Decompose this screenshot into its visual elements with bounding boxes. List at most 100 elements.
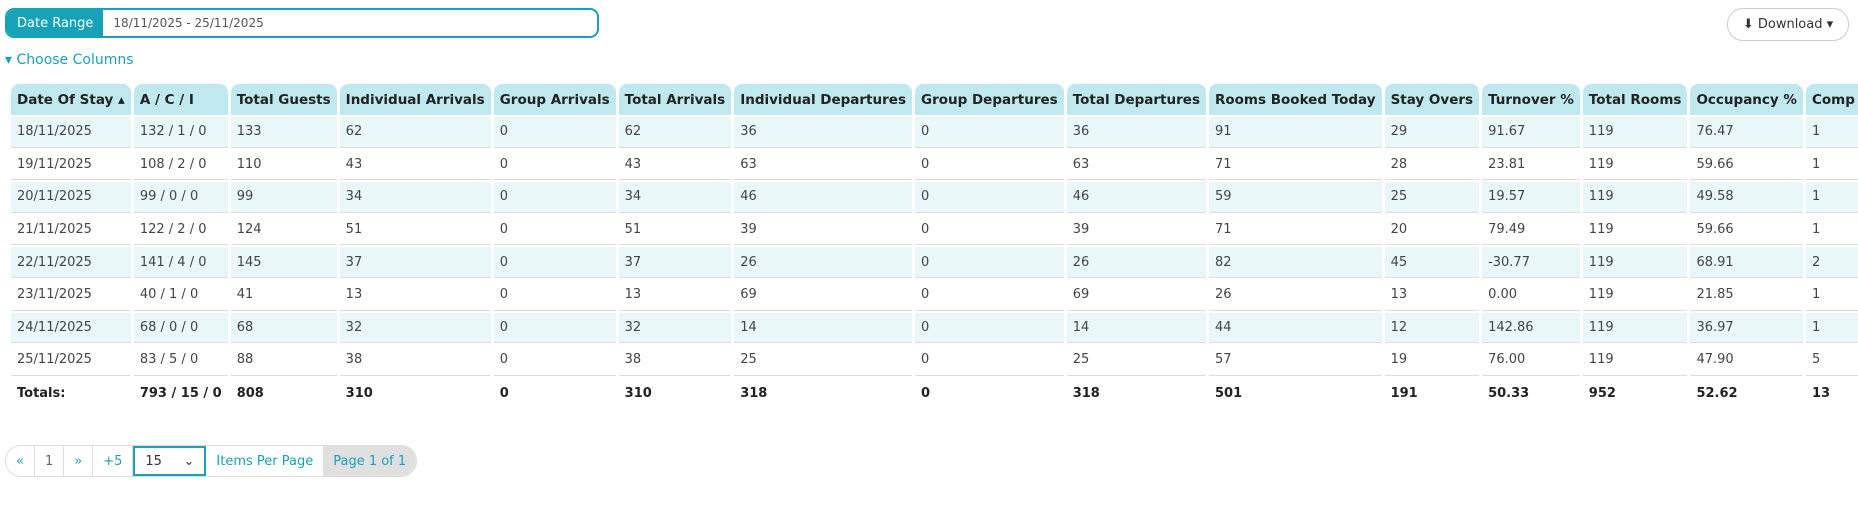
choose-columns-label: Choose Columns	[16, 52, 134, 68]
column-header[interactable]: Individual Arrivals	[339, 84, 491, 115]
table-cell: 69	[1066, 280, 1206, 311]
table-cell: 43	[618, 150, 732, 181]
table-cell: 1	[1805, 215, 1858, 246]
table-cell: 0	[914, 280, 1064, 311]
totals-cell: 793 / 15 / 0	[139, 385, 222, 401]
totals-cell: 952	[1588, 385, 1616, 401]
per-page-value: 15	[145, 453, 162, 469]
table-cell: 119	[1582, 117, 1688, 148]
table-cell: 34	[339, 182, 491, 213]
table-cell: 99 / 0 / 0	[133, 182, 228, 213]
table-cell: 36	[1066, 117, 1206, 148]
date-range-input[interactable]: 18/11/2025 - 25/11/2025	[113, 16, 264, 30]
page-number[interactable]: 1	[35, 446, 65, 476]
table-cell: 62	[618, 117, 732, 148]
table-cell: 68.91	[1690, 247, 1803, 278]
totals-cell: 191	[1390, 385, 1418, 401]
table-row: 19/11/2025 108 / 2 / 0 110 43 0 43 63 0 63 71 28 23…	[11, 150, 1858, 181]
table-cell: 51	[339, 215, 491, 246]
table-cell: 0	[914, 215, 1064, 246]
column-header[interactable]: A / C / I	[133, 84, 228, 115]
column-header[interactable]: Rooms Booked Today	[1208, 84, 1382, 115]
table-row: 24/11/2025 68 / 0 / 0 68 32 0 32 14 0 14 44 12 142.…	[11, 312, 1858, 344]
table-cell: 21/11/2025	[11, 215, 131, 246]
date-range[interactable]: Date Range 18/11/2025 - 25/11/2025	[5, 8, 599, 38]
totals-cell: 310	[345, 385, 373, 401]
table-cell: 18/11/2025	[11, 117, 131, 148]
table-cell: 108 / 2 / 0	[133, 150, 228, 181]
column-header[interactable]: Total Guests	[230, 84, 337, 115]
table-cell: 119	[1582, 280, 1688, 311]
table-cell: 41	[230, 280, 337, 311]
table-cell: 91.67	[1482, 117, 1580, 148]
per-page-select[interactable]: 15 ⌄	[133, 446, 207, 476]
table-cell: 69	[734, 280, 912, 311]
choose-columns[interactable]: ▾ Choose Columns	[5, 52, 134, 68]
table-cell: 0	[914, 312, 1064, 344]
next-page[interactable]: »	[64, 446, 94, 476]
column-header[interactable]: Stay Overs	[1384, 84, 1480, 115]
column-header[interactable]: Date Of Stay ▴	[11, 84, 131, 115]
sort-icon: ▴	[113, 91, 125, 108]
table-cell: 1	[1805, 280, 1858, 311]
table-cell: 19	[1384, 345, 1480, 376]
first-page[interactable]: «	[6, 446, 35, 476]
table-cell: 13	[1384, 280, 1480, 311]
table-cell: 62	[339, 117, 491, 148]
table-cell: 36.97	[1690, 312, 1803, 344]
column-header[interactable]: Occupancy %	[1690, 84, 1803, 115]
table-cell: 47.90	[1690, 345, 1803, 376]
totals-cell: 50.33	[1488, 385, 1530, 401]
table-cell: 119	[1582, 247, 1688, 278]
table-cell: 19/11/2025	[11, 150, 131, 181]
table-cell: 76.00	[1482, 345, 1580, 376]
totals-row: Totals: 793 / 15 / 0 808 310 0 310 318 0 318 501 1…	[11, 378, 1858, 409]
table-cell: 43	[339, 150, 491, 181]
table-cell: 0	[493, 312, 616, 344]
table-cell: 0	[493, 150, 616, 181]
table-cell: 0	[914, 117, 1064, 148]
column-header[interactable]: Individual Departures	[734, 84, 912, 115]
table-row: 20/11/2025 99 / 0 / 0 99 34 0 34 46 0 46 59 25 19.5…	[11, 182, 1858, 213]
column-header[interactable]: Turnover %	[1482, 84, 1580, 115]
table-cell: 0	[493, 182, 616, 213]
table-cell: 1	[1805, 150, 1858, 181]
table-cell: 132 / 1 / 0	[133, 117, 228, 148]
column-header[interactable]: Comp Rooms	[1805, 84, 1858, 115]
table-cell: 20/11/2025	[11, 182, 131, 213]
table-cell: 68 / 0 / 0	[133, 312, 228, 344]
table-cell: 46	[1066, 182, 1206, 213]
table-cell: 141 / 4 / 0	[133, 247, 228, 278]
column-header[interactable]: Group Departures	[914, 84, 1064, 115]
table-cell: 119	[1582, 345, 1688, 376]
table-cell: 25	[1384, 182, 1480, 213]
table-row: 18/11/2025 132 / 1 / 0 133 62 0 62 36 0 36 91 29 91…	[11, 117, 1858, 148]
date-range-label: Date Range	[7, 10, 104, 36]
table-cell: 145	[230, 247, 337, 278]
table-cell: 1	[1805, 182, 1858, 213]
table-cell: 5	[1805, 345, 1858, 376]
totals-cell: 0	[920, 385, 931, 401]
table-cell: 25	[734, 345, 912, 376]
plus-five[interactable]: +5	[93, 446, 134, 476]
column-header[interactable]: Total Arrivals	[618, 84, 732, 115]
column-header[interactable]: Total Rooms	[1582, 84, 1688, 115]
table-cell: 51	[618, 215, 732, 246]
table-cell: 24/11/2025	[11, 312, 131, 344]
table-cell: 37	[618, 247, 732, 278]
column-header[interactable]: Total Departures	[1066, 84, 1206, 115]
table-cell: 0	[493, 345, 616, 376]
table-cell: 21.85	[1690, 280, 1803, 311]
table-cell: 39	[734, 215, 912, 246]
table-cell: 14	[734, 312, 912, 344]
table-cell: 0	[914, 345, 1064, 376]
table-cell: 0	[493, 215, 616, 246]
table-cell: 99	[230, 182, 337, 213]
column-header[interactable]: Group Arrivals	[493, 84, 616, 115]
table-row: 25/11/2025 83 / 5 / 0 88 38 0 38 25 0 25 57 19 76.0…	[11, 345, 1858, 376]
download-button[interactable]: ⬇ Download ▾	[1727, 8, 1849, 41]
table-cell: 119	[1582, 215, 1688, 246]
table-cell: 133	[230, 117, 337, 148]
table-cell: 142.86	[1482, 312, 1580, 344]
